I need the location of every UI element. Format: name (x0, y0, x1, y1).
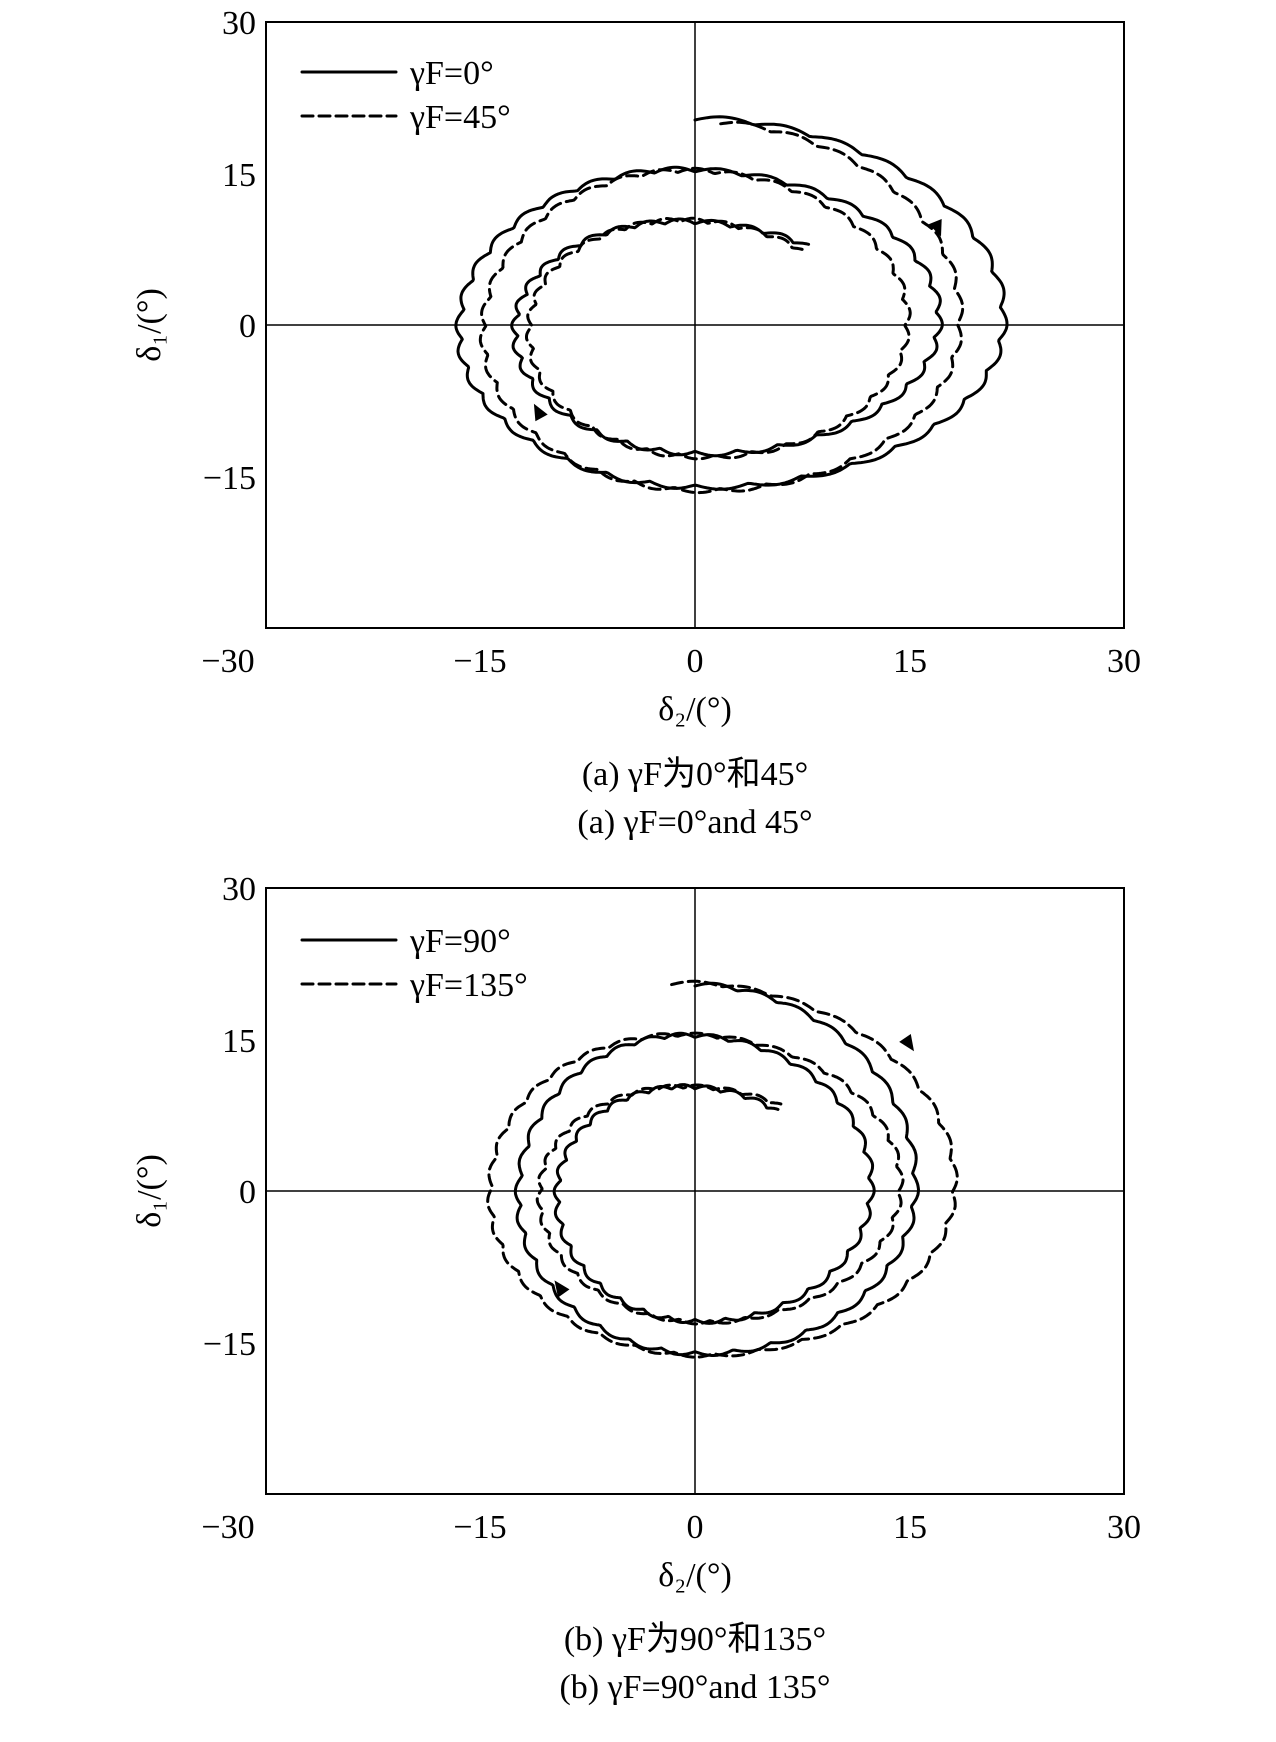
y-tick-label: 15 (222, 1023, 256, 1060)
x-axis-label: δ₂/(°) (658, 691, 732, 728)
x-tick-label: −15 (453, 1509, 506, 1546)
x-tick-label: −30 (201, 1509, 254, 1546)
series-line (454, 115, 1009, 491)
y-tick-label: 30 (222, 871, 256, 908)
y-axis-label: δ₁/(°) (131, 1154, 168, 1228)
legend: γF=0° γF=45° (300, 55, 511, 136)
direction-arrow (533, 403, 548, 422)
legend-entry: γF=45° (409, 99, 511, 136)
legend-entry: γF=135° (409, 967, 528, 1004)
caption-chinese: (b) γF为90°和135° (564, 1621, 826, 1658)
series-layer (486, 979, 959, 1359)
y-tick-label: 0 (239, 308, 256, 345)
legend-entry: γF=90° (409, 923, 511, 960)
y-tick-labels: 30 15 0 −15 (203, 871, 256, 1363)
y-tick-label: 30 (222, 5, 256, 42)
direction-arrow (899, 1034, 914, 1052)
y-tick-label: −15 (203, 1326, 256, 1363)
y-tick-label: −15 (203, 460, 256, 497)
x-tick-label: 15 (893, 1509, 927, 1546)
x-tick-label: −15 (453, 643, 506, 680)
panel-a: 30 15 0 −15 −30 −15 0 15 30 δ₂/(°) δ₁/(°… (131, 5, 1141, 841)
y-tick-label: 15 (222, 157, 256, 194)
x-tick-label: 15 (893, 643, 927, 680)
x-tick-label: 30 (1107, 643, 1141, 680)
x-tick-label: 30 (1107, 1509, 1141, 1546)
x-tick-labels: −30 −15 0 15 30 (201, 1509, 1141, 1546)
direction-arrow (928, 219, 942, 237)
legend: γF=90° γF=135° (300, 923, 528, 1004)
y-tick-label: 0 (239, 1174, 256, 1211)
x-tick-label: 0 (687, 643, 704, 680)
x-tick-label: 0 (687, 1509, 704, 1546)
series-layer (454, 115, 1009, 495)
y-axis-label: δ₁/(°) (131, 288, 168, 362)
caption-english: (a) γF=0°and 45° (577, 804, 812, 841)
y-tick-labels: 30 15 0 −15 (203, 5, 256, 497)
legend-entry: γF=0° (409, 55, 494, 92)
direction-arrow (554, 1280, 570, 1298)
caption-english: (b) γF=90°and 135° (559, 1669, 830, 1706)
x-tick-label: −30 (201, 643, 254, 680)
series-line (486, 979, 959, 1359)
series-line (478, 120, 965, 495)
panel-b: 30 15 0 −15 −30 −15 0 15 30 δ₂/(°) δ₁/(°… (131, 871, 1141, 1706)
series-line (513, 981, 920, 1357)
caption-chinese: (a) γF为0°和45° (582, 756, 808, 793)
x-tick-labels: −30 −15 0 15 30 (201, 643, 1141, 680)
x-axis-label: δ₂/(°) (658, 1557, 732, 1594)
